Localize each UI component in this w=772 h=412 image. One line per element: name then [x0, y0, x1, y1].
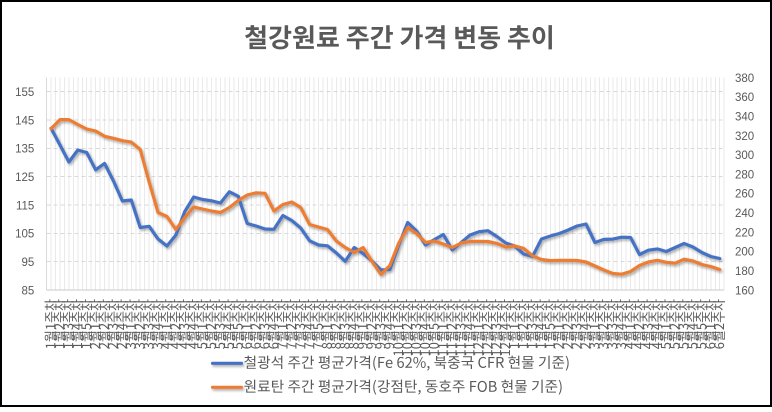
svg-text:280: 280	[735, 169, 754, 181]
svg-text:300: 300	[735, 150, 754, 162]
svg-text:260: 260	[735, 189, 754, 201]
svg-text:220: 220	[735, 227, 754, 239]
svg-text:115: 115	[16, 200, 34, 212]
svg-text:200: 200	[735, 247, 754, 259]
svg-text:135: 135	[15, 144, 34, 156]
svg-text:155: 155	[15, 87, 34, 99]
svg-text:340: 340	[735, 111, 754, 123]
svg-text:95: 95	[22, 257, 35, 269]
svg-text:320: 320	[735, 131, 754, 143]
svg-text:145: 145	[15, 115, 34, 127]
svg-text:85: 85	[22, 285, 35, 297]
svg-text:180: 180	[735, 266, 754, 278]
svg-text:380: 380	[735, 73, 754, 85]
svg-text:160: 160	[735, 285, 754, 297]
svg-text:105: 105	[15, 229, 34, 241]
svg-text:125: 125	[15, 172, 34, 184]
svg-text:240: 240	[735, 208, 754, 220]
svg-text:360: 360	[735, 92, 754, 104]
